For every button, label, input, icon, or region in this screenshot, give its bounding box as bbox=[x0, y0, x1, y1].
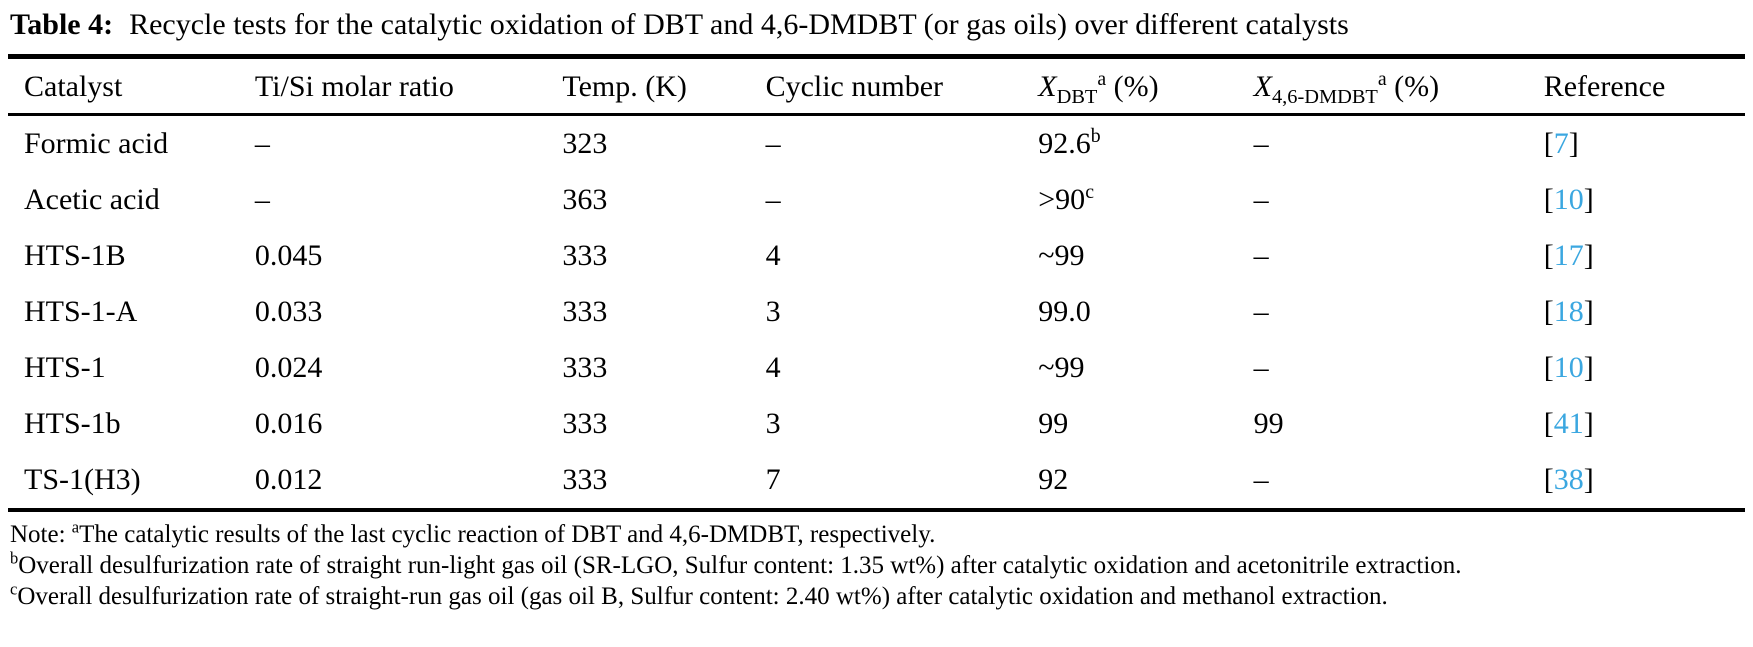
cell-x-dbt: 99 bbox=[1038, 406, 1069, 440]
cell-catalyst: HTS-1b bbox=[24, 406, 121, 440]
cell-temp: 333 bbox=[562, 406, 608, 440]
citation-link[interactable]: 17 bbox=[1553, 238, 1584, 272]
cell-cyclic: 4 bbox=[765, 350, 781, 384]
table-caption: Table 4: Recycle tests for the catalytic … bbox=[10, 6, 1745, 44]
cell-reference: [10] bbox=[1543, 350, 1594, 384]
cell-reference: [38] bbox=[1543, 462, 1594, 496]
col-header-temp: Temp. (K) bbox=[560, 56, 764, 116]
table-row: HTS-1b 0.016 333 3 99 99 [41] bbox=[8, 396, 1745, 452]
cell-cyclic: 4 bbox=[765, 238, 781, 272]
cell-catalyst: HTS-1B bbox=[24, 238, 126, 272]
col-header-catalyst: Catalyst bbox=[8, 56, 253, 116]
citation-link[interactable]: 41 bbox=[1553, 406, 1584, 440]
cell-x-dbt: >90c bbox=[1038, 180, 1094, 216]
cell-ratio: 0.012 bbox=[254, 462, 323, 496]
cell-cyclic: – bbox=[765, 182, 781, 216]
cell-ratio: – bbox=[254, 126, 270, 160]
col-header-x-dmdbt: X4,6-DMDBTa (%) bbox=[1251, 56, 1542, 116]
table-row: TS-1(H3) 0.012 333 7 92 – [38] bbox=[8, 452, 1745, 510]
cell-temp: 333 bbox=[562, 238, 608, 272]
cell-ratio: – bbox=[254, 182, 270, 216]
table-row: HTS-1B 0.045 333 4 ~99 – [17] bbox=[8, 228, 1745, 284]
cell-reference: [10] bbox=[1543, 182, 1594, 216]
cell-reference: [7] bbox=[1543, 126, 1579, 160]
cell-x-dmdbt: – bbox=[1253, 238, 1269, 272]
cell-reference: [18] bbox=[1543, 294, 1594, 328]
citation-link[interactable]: 38 bbox=[1553, 462, 1584, 496]
cell-ratio: 0.016 bbox=[254, 406, 323, 440]
header-row: Catalyst Ti/Si molar ratio Temp. (K) Cyc… bbox=[8, 56, 1745, 116]
cell-temp: 323 bbox=[562, 126, 608, 160]
cell-x-dmdbt: – bbox=[1253, 350, 1269, 384]
cell-catalyst: Acetic acid bbox=[24, 182, 160, 216]
citation-link[interactable]: 18 bbox=[1553, 294, 1584, 328]
cell-catalyst: HTS-1 bbox=[24, 350, 106, 384]
cell-ratio: 0.024 bbox=[254, 350, 323, 384]
col-header-cyclic-number: Cyclic number bbox=[763, 56, 1037, 116]
cell-cyclic: 7 bbox=[765, 462, 781, 496]
cell-ratio: 0.045 bbox=[254, 238, 323, 272]
recycle-tests-table: Catalyst Ti/Si molar ratio Temp. (K) Cyc… bbox=[8, 53, 1745, 512]
footnote-a: Note: aThe catalytic results of the last… bbox=[10, 517, 936, 548]
cell-x-dmdbt: – bbox=[1253, 462, 1269, 496]
cell-reference: [41] bbox=[1543, 406, 1594, 440]
cell-reference: [17] bbox=[1543, 238, 1594, 272]
col-header-ti-si-ratio: Ti/Si molar ratio bbox=[252, 56, 561, 116]
cell-temp: 363 bbox=[562, 182, 608, 216]
cell-temp: 333 bbox=[562, 350, 608, 384]
cell-x-dbt: ~99 bbox=[1038, 350, 1085, 384]
table-row: Formic acid – 323 – 92.6b – [7] bbox=[8, 114, 1745, 172]
cell-x-dbt: 92.6b bbox=[1038, 124, 1101, 160]
cell-cyclic: 3 bbox=[765, 294, 781, 328]
footnote-c: cOverall desulfurization rate of straigh… bbox=[10, 579, 1388, 610]
cell-x-dmdbt: – bbox=[1253, 126, 1269, 160]
table-row: Acetic acid – 363 – >90c – [10] bbox=[8, 172, 1745, 228]
table-row: HTS-1-A 0.033 333 3 99.0 – [18] bbox=[8, 284, 1745, 340]
cell-catalyst: Formic acid bbox=[24, 126, 169, 160]
citation-link[interactable]: 10 bbox=[1553, 182, 1584, 216]
cell-temp: 333 bbox=[562, 294, 608, 328]
table-caption-label: Table 4: bbox=[10, 8, 114, 41]
cell-ratio: 0.033 bbox=[254, 294, 323, 328]
table-caption-text: Recycle tests for the catalytic oxidatio… bbox=[129, 8, 1349, 41]
col-header-reference: Reference bbox=[1541, 56, 1745, 116]
citation-link[interactable]: 7 bbox=[1553, 126, 1569, 160]
cell-cyclic: 3 bbox=[765, 406, 781, 440]
cell-catalyst: HTS-1-A bbox=[24, 294, 138, 328]
cell-x-dbt: ~99 bbox=[1038, 238, 1085, 272]
cell-catalyst: TS-1(H3) bbox=[24, 462, 141, 496]
col-header-x-dbt: XDBTa (%) bbox=[1036, 56, 1252, 116]
citation-link[interactable]: 10 bbox=[1553, 350, 1584, 384]
cell-x-dmdbt: – bbox=[1253, 294, 1269, 328]
cell-x-dbt: 99.0 bbox=[1038, 294, 1091, 328]
cell-x-dmdbt: 99 bbox=[1253, 406, 1284, 440]
cell-x-dbt: 92 bbox=[1038, 462, 1069, 496]
cell-cyclic: – bbox=[765, 126, 781, 160]
table-row: HTS-1 0.024 333 4 ~99 – [10] bbox=[8, 340, 1745, 396]
footnote-b: bOverall desulfurization rate of straigh… bbox=[10, 548, 1462, 579]
cell-x-dmdbt: – bbox=[1253, 182, 1269, 216]
cell-temp: 333 bbox=[562, 462, 608, 496]
table-footnotes: Note: aThe catalytic results of the last… bbox=[10, 517, 1745, 612]
